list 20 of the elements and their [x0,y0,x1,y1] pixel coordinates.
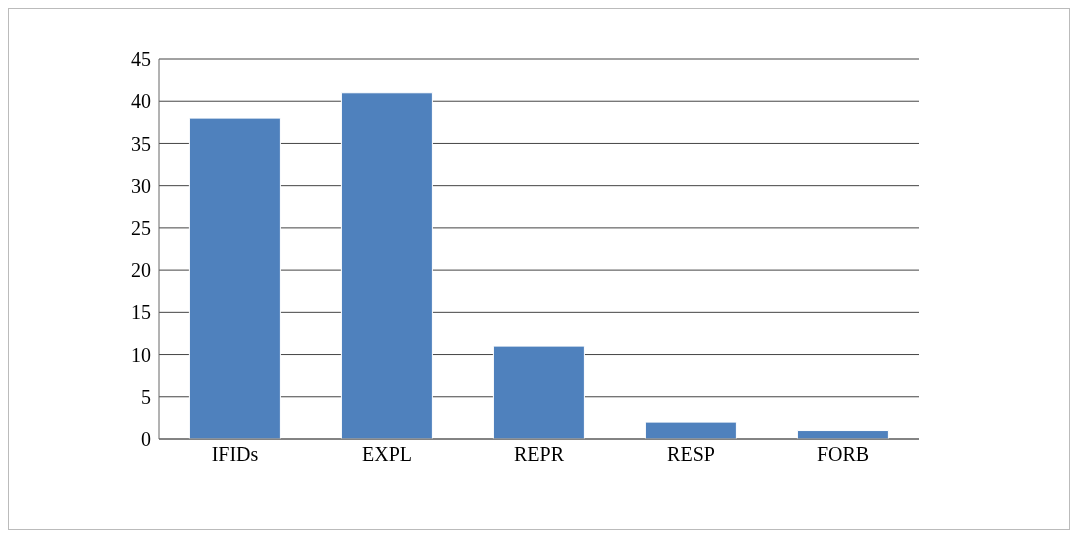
y-tick-label: 0 [141,428,151,451]
y-tick-label: 35 [131,132,151,155]
bar [188,117,281,439]
x-tick-label: IFIDs [211,443,259,466]
y-tick-label: 5 [141,385,151,408]
y-tick-label: 45 [131,48,151,71]
bar [492,345,585,439]
x-tick-label: EXPL [362,443,412,466]
x-tick-label: FORB [816,443,870,466]
bar [796,430,889,439]
x-tick-label: REPR [513,443,565,466]
bar [644,421,737,439]
y-tick-label: 15 [131,301,151,324]
bar [340,92,433,439]
x-tick-label: RESP [667,443,715,466]
y-tick-label: 10 [131,343,151,366]
y-tick-label: 25 [131,216,151,239]
y-tick-label: 40 [131,90,151,113]
y-tick-label: 30 [131,174,151,197]
y-tick-label: 20 [131,259,151,282]
